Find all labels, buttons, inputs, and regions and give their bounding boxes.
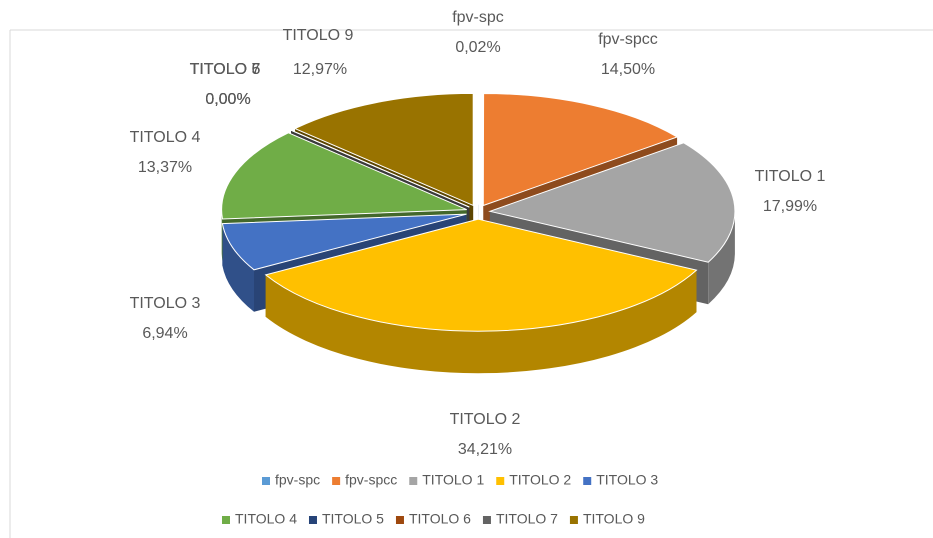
data-label-name: TITOLO 5 bbox=[190, 61, 261, 78]
data-label-value: 6,94% bbox=[142, 325, 187, 342]
legend-swatch bbox=[222, 516, 230, 524]
data-label-name: TITOLO 9 bbox=[283, 27, 354, 44]
slice bbox=[221, 132, 467, 220]
legend-label: TITOLO 5 bbox=[322, 511, 384, 527]
data-label-name: TITOLO 7 bbox=[190, 61, 261, 78]
slice-side bbox=[265, 270, 697, 374]
legend-label: TITOLO 2 bbox=[509, 472, 571, 488]
legend-swatch bbox=[569, 516, 578, 524]
data-label-name: TITOLO 6 bbox=[190, 61, 261, 78]
data-label-name: TITOLO 3 bbox=[130, 295, 201, 312]
slice bbox=[264, 218, 698, 332]
legend-label: TITOLO 9 bbox=[583, 511, 645, 527]
data-label-value: 0,00% bbox=[205, 91, 250, 108]
legend-label: TITOLO 7 bbox=[496, 511, 558, 527]
slice bbox=[482, 92, 679, 207]
data-label-name: fpv-spcc bbox=[598, 31, 658, 48]
slice bbox=[488, 142, 736, 263]
legend-label: fpv-spc bbox=[275, 472, 320, 488]
data-label-value: 0,02% bbox=[455, 39, 500, 56]
slice bbox=[221, 213, 467, 271]
data-label-value: 17,99% bbox=[763, 198, 817, 215]
slice-side bbox=[708, 211, 735, 305]
legend-swatch bbox=[308, 516, 317, 524]
legend-label: TITOLO 3 bbox=[596, 472, 658, 488]
slice-side bbox=[221, 209, 223, 261]
legend-swatch bbox=[409, 477, 418, 485]
legend-swatch bbox=[496, 477, 505, 485]
legend-swatch bbox=[395, 516, 404, 524]
data-label-value: 34,21% bbox=[458, 441, 512, 458]
slice bbox=[293, 92, 474, 207]
legend-swatch bbox=[262, 477, 270, 485]
data-label-name: fpv-spc bbox=[452, 9, 504, 26]
data-label-value: 14,50% bbox=[601, 61, 655, 78]
legend-label: TITOLO 6 bbox=[409, 511, 471, 527]
legend-swatch bbox=[332, 477, 341, 485]
data-label-value: 13,37% bbox=[138, 159, 192, 176]
data-label-name: TITOLO 1 bbox=[755, 168, 826, 185]
slice bbox=[290, 129, 470, 208]
data-label-value: 0,00% bbox=[205, 91, 250, 108]
legend-label: TITOLO 4 bbox=[235, 511, 297, 527]
data-label-name: TITOLO 2 bbox=[450, 411, 521, 428]
legend-swatch bbox=[482, 516, 491, 524]
data-label-value: 12,97% bbox=[293, 61, 347, 78]
slice-side bbox=[222, 223, 254, 312]
data-label-value: 0,00% bbox=[205, 91, 250, 108]
legend-swatch bbox=[583, 477, 592, 485]
legend-label: TITOLO 1 bbox=[422, 472, 484, 488]
data-label-name: TITOLO 4 bbox=[130, 129, 201, 146]
legend-label: fpv-spcc bbox=[345, 472, 397, 488]
